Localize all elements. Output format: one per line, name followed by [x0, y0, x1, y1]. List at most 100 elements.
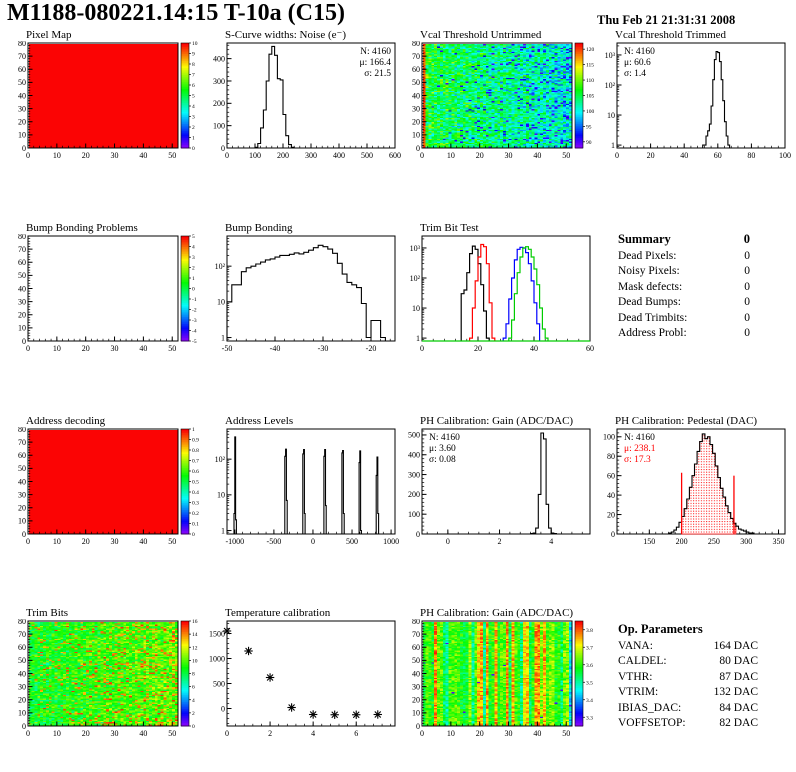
svg-text:50: 50 [18, 656, 26, 665]
svg-text:300: 300 [213, 77, 225, 86]
svg-text:10²: 10² [215, 455, 226, 464]
op-parameters-title: Op. Parameters [618, 622, 703, 636]
svg-text:40: 40 [533, 151, 541, 160]
plot-canvas-area: 0 10 20 30 40 50 0 10 20 30 40 50 60 70 80 3.8 3.7 3.6 3.5… [404, 619, 600, 741]
summary-row-value: 0 [744, 265, 750, 277]
op-parameters-header: Op. Parameters [618, 622, 758, 638]
pixel-map-plot: Pixel Map 0 10 20 30 40 50 0 10 20 30 40 50 60 70 80 10… [10, 29, 206, 167]
svg-text:N: 4160: N: 4160 [360, 47, 391, 57]
svg-text:60: 60 [412, 65, 420, 74]
summary-header: Summary 0 [618, 232, 750, 248]
svg-text:-5: -5 [192, 339, 197, 345]
plot-canvas-area: 0 10 20 30 40 50 0 10 20 30 40 50 60 70 80 5 4 3 2 1 0 -1 -2 -3… [10, 234, 206, 356]
svg-text:0: 0 [225, 729, 229, 738]
svg-text:30: 30 [505, 151, 513, 160]
svg-text:0: 0 [416, 144, 420, 153]
plot-title: S-Curve widths: Noise (e⁻) [225, 29, 346, 41]
svg-text:30: 30 [111, 729, 119, 738]
svg-text:0: 0 [192, 724, 195, 730]
svg-text:-1000: -1000 [225, 537, 244, 546]
svg-text:0: 0 [611, 530, 615, 539]
svg-text:1: 1 [221, 333, 225, 342]
summary-row-value: 0 [744, 280, 750, 293]
svg-text:10: 10 [18, 517, 26, 526]
svg-text:2: 2 [192, 125, 195, 131]
trim-bits-3 [508, 246, 549, 341]
svg-text:70: 70 [18, 245, 26, 254]
svg-text:8: 8 [192, 62, 195, 68]
plot-svg: 0 100 200 300 400 500 600 0 100 200 300 400 N: 4160μ… [213, 42, 401, 160]
summary-panel: Summary 0 Dead Pixels: 0 Noisy Pixels: 0 Mas… [618, 232, 750, 342]
svg-text:2: 2 [192, 711, 195, 717]
plot-title: PH Calibration: Gain (ADC/DAC) [420, 415, 574, 427]
svg-text:-20: -20 [366, 344, 377, 353]
svg-text:-30: -30 [318, 344, 329, 353]
svg-text:200: 200 [277, 151, 289, 160]
svg-text:150: 150 [643, 537, 655, 546]
svg-text:400: 400 [408, 451, 420, 460]
plot-title: Bump Bonding Problems [26, 222, 138, 234]
plot-canvas-area: 0 20 40 60 1 10 10² 10³ [404, 234, 600, 356]
trim-bits-0 [460, 245, 490, 341]
svg-text:-2: -2 [192, 308, 197, 314]
svg-text:4: 4 [549, 537, 553, 546]
svg-text:120: 120 [586, 47, 595, 53]
svg-text:70: 70 [18, 630, 26, 639]
svg-text:20: 20 [607, 510, 615, 519]
summary-row: Dead Trimbits: 0 [618, 311, 750, 327]
svg-text:20: 20 [474, 344, 482, 353]
plot-title: Vcal Threshold Trimmed [615, 29, 727, 41]
svg-text:50: 50 [412, 656, 420, 665]
svg-text:30: 30 [18, 104, 26, 113]
svg-text:3.8: 3.8 [586, 628, 593, 634]
ph-pedestal-plot: PH Calibration: Pedestal (DAC) 150 200 250… [599, 415, 795, 553]
svg-text:20: 20 [18, 311, 26, 320]
svg-text:105: 105 [586, 94, 595, 100]
plot-title: PH Calibration: Gain (ADC/DAC) [420, 607, 574, 619]
plot-title: Vcal Threshold Untrimmed [420, 29, 542, 41]
svg-text:1000: 1000 [209, 654, 225, 663]
svg-text:1: 1 [192, 276, 195, 282]
svg-text:50: 50 [18, 271, 26, 280]
svg-text:5: 5 [192, 234, 195, 240]
svg-text:μ: 60.6: μ: 60.6 [624, 58, 651, 68]
svg-text:0.2: 0.2 [192, 511, 199, 517]
svg-text:40: 40 [139, 151, 147, 160]
address-decoding-plot: Address decoding 0 10 20 30 40 50 0 10 20 30 40 50 6… [10, 415, 206, 553]
svg-text:400: 400 [213, 54, 225, 63]
svg-text:100: 100 [586, 109, 595, 115]
svg-text:40: 40 [530, 344, 538, 353]
svg-text:10: 10 [192, 658, 198, 664]
svg-text:20: 20 [412, 696, 420, 705]
svg-text:4: 4 [192, 698, 195, 704]
svg-text:10: 10 [217, 298, 225, 307]
svg-text:300: 300 [408, 470, 420, 479]
svg-text:10³: 10³ [605, 51, 616, 60]
svg-text:0: 0 [311, 537, 315, 546]
svg-text:20: 20 [647, 151, 655, 160]
op-parameter-row-label: VANA: [618, 639, 653, 652]
svg-text:0: 0 [420, 344, 424, 353]
summary-title: Summary [618, 232, 671, 246]
svg-text:100: 100 [408, 510, 420, 519]
svg-text:0: 0 [22, 337, 26, 346]
vcal-threshold-untrimmed-plot: Vcal Threshold Untrimmed 0 10 20 30 40 50 0 10 2… [404, 29, 600, 167]
svg-text:σ: 21.5: σ: 21.5 [364, 69, 391, 79]
plot-svg: 0 10 20 30 40 50 0 10 20 30 40 50 60 70 80 120 115 110 105… [412, 41, 595, 160]
svg-text:80: 80 [18, 41, 26, 48]
svg-text:300: 300 [740, 537, 752, 546]
svg-text:1: 1 [416, 334, 420, 343]
svg-text:20: 20 [82, 729, 90, 738]
op-parameter-row: VANA: 164 DAC [618, 639, 758, 655]
svg-text:300: 300 [305, 151, 317, 160]
svg-text:1000: 1000 [383, 537, 399, 546]
bump-bonding-problems-plot: Bump Bonding Problems 0 10 20 30 40 50 0 10 20 30… [10, 222, 206, 360]
svg-text:N: 4160: N: 4160 [429, 433, 460, 443]
svg-text:3: 3 [192, 115, 195, 121]
heatmap-canvas [422, 621, 572, 726]
svg-text:0: 0 [221, 704, 225, 713]
summary-row-value: 0 [744, 311, 750, 324]
plot-canvas-area: 0 10 20 30 40 50 0 10 20 30 40 50 60 70 80 10 9 8 7 6 5 4 3 2 1 0 [10, 41, 206, 163]
svg-text:0: 0 [420, 729, 424, 738]
